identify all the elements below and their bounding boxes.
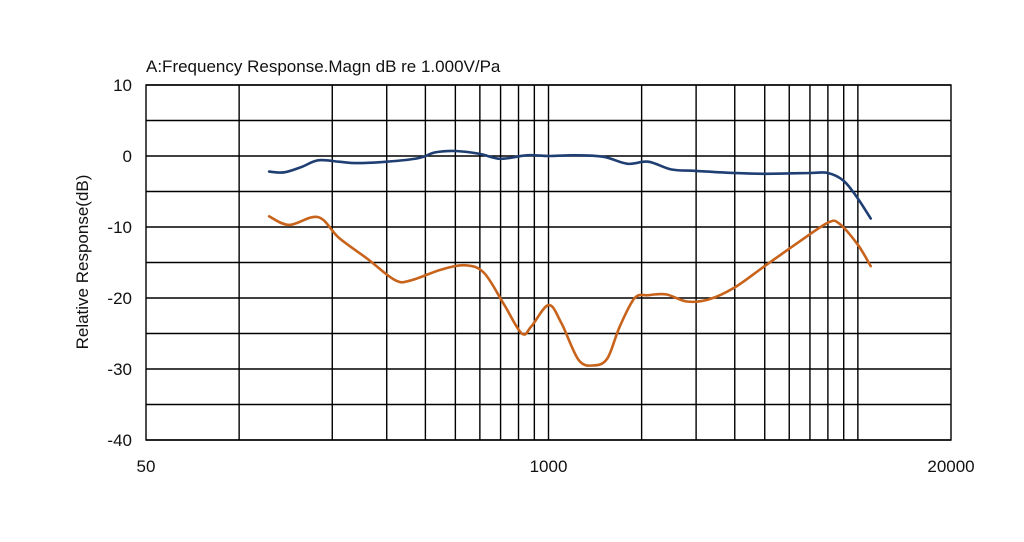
chart-grid	[145, 84, 952, 441]
y-tick-label: 0	[123, 147, 132, 166]
series-line-2	[267, 215, 872, 367]
x-tick-label: 20000	[927, 457, 974, 476]
x-tick-label: 50	[137, 457, 156, 476]
y-tick-label: 10	[113, 76, 132, 95]
series-line-1	[267, 149, 872, 220]
x-tick-label: 1000	[530, 457, 568, 476]
series-group	[267, 149, 872, 367]
y-tick-label: -40	[107, 431, 132, 450]
y-tick-label: -10	[107, 218, 132, 237]
y-tick-label: -20	[107, 289, 132, 308]
chart-title: A:Frequency Response.Magn dB re 1.000V/P…	[146, 57, 501, 76]
y-tick-label: -30	[107, 360, 132, 379]
y-axis-label: Relative Response(dB)	[73, 175, 92, 350]
tick-labels: 10 0 -10 -20 -30 -40 50 1000 20000	[107, 76, 974, 476]
